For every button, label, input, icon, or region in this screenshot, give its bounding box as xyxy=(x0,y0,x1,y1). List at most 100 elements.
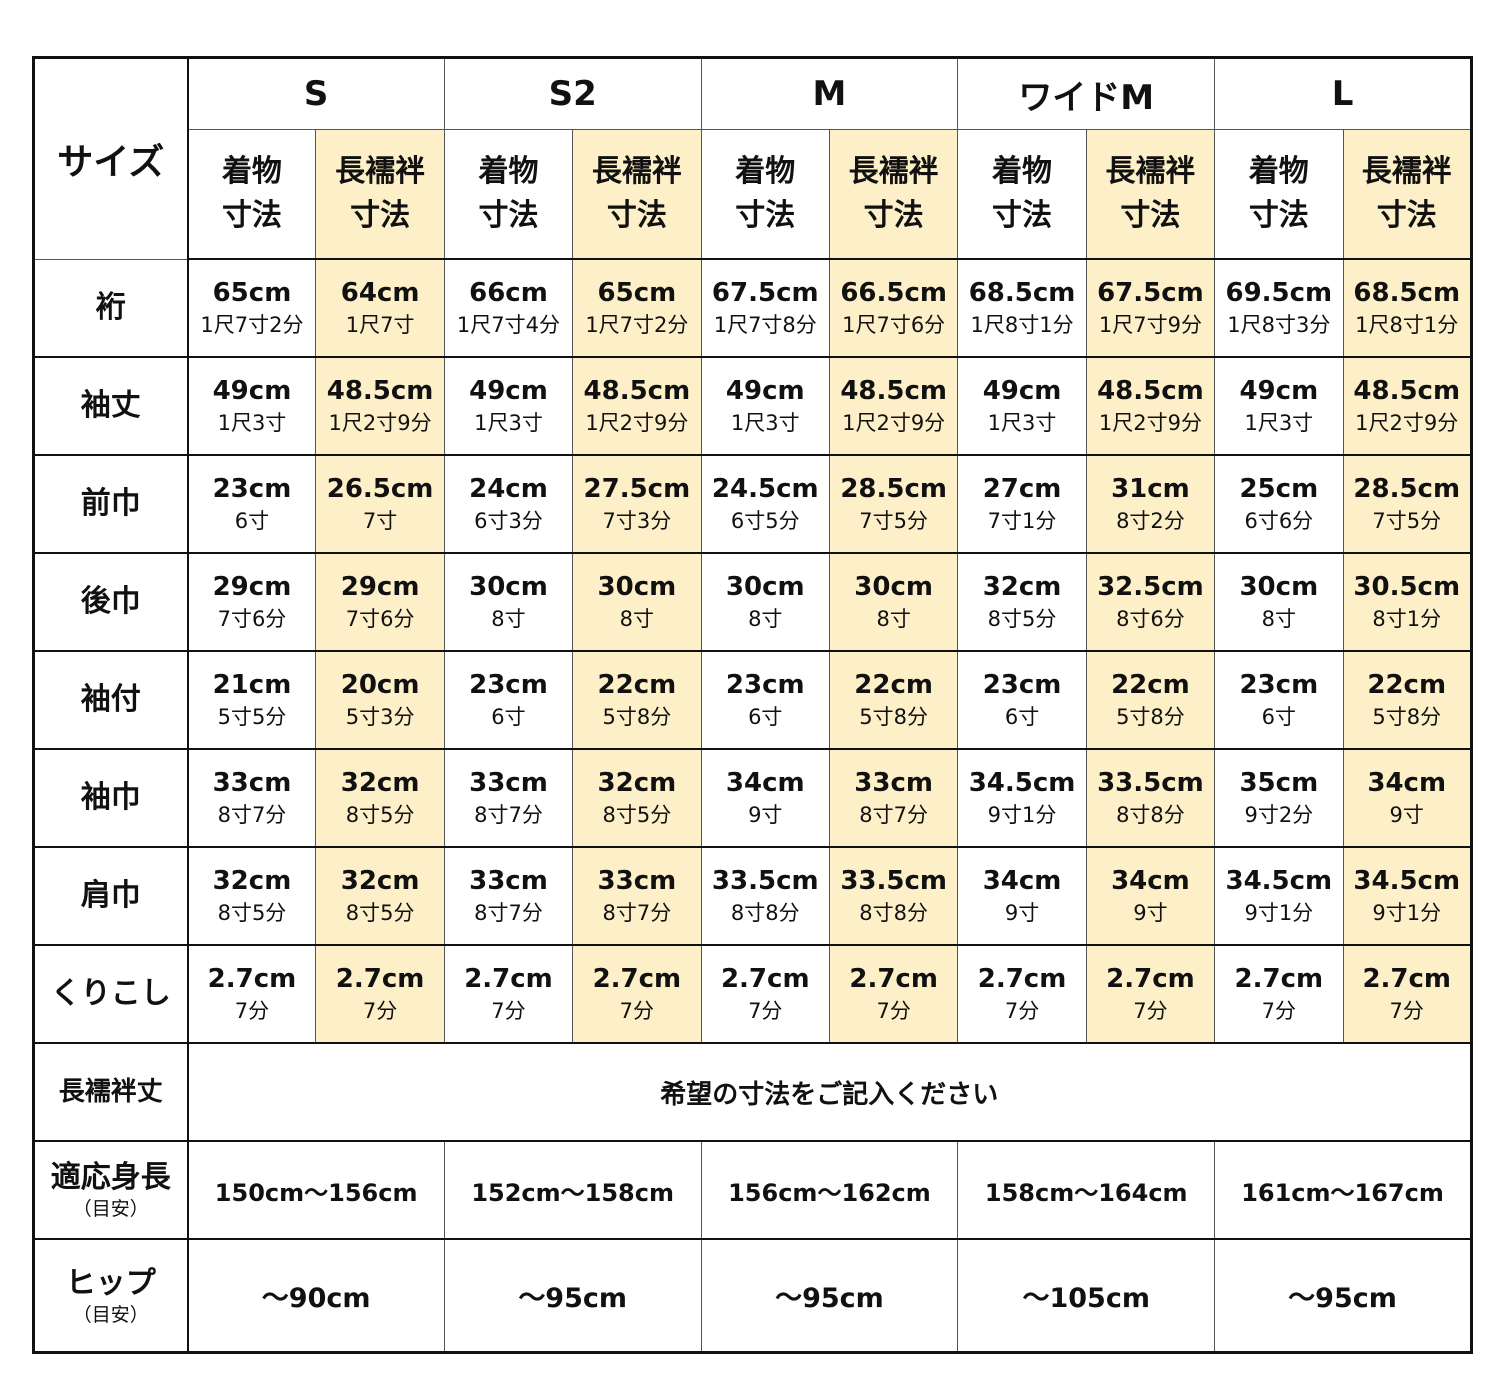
shaku-value: 7分 xyxy=(234,999,270,1023)
cm-value: 48.5cm xyxy=(583,376,691,406)
sub-header-text: 長襦袢 xyxy=(848,154,939,189)
shaku-value: 8寸 xyxy=(619,607,655,631)
cm-value: 20cm xyxy=(340,670,420,700)
measurement-cell: 66.5cm 1尺7寸6分 xyxy=(828,258,959,358)
size-header: ワイドM xyxy=(957,57,1216,130)
cm-value: 30cm xyxy=(854,572,933,602)
cm-value: 27cm xyxy=(982,474,1062,504)
hip-value: 〜95cm xyxy=(443,1238,702,1354)
shaku-value: 5寸5分 xyxy=(217,705,287,729)
measurement-cell: 34cm 9寸 xyxy=(1085,846,1216,946)
shaku-value: 1尺7寸6分 xyxy=(842,313,946,337)
cm-value: 32cm xyxy=(597,768,677,798)
shaku-value: 1尺2寸9分 xyxy=(328,411,432,435)
measurement-row: 袖付 21cm 5寸5分 20cm 5寸3分 23cm 6寸 22cm 5寸8分 23cm 6寸 22… xyxy=(33,650,1472,750)
measurement-cell: 67.5cm 1尺7寸9分 xyxy=(1085,258,1216,358)
sub-header-text: 寸法 xyxy=(606,198,667,233)
sub-header-text: 寸法 xyxy=(1120,198,1181,233)
measurement-cell: 22cm 5寸8分 xyxy=(1342,650,1472,750)
shaku-value: 6寸 xyxy=(234,509,270,533)
shaku-value: 8寸2分 xyxy=(1116,509,1185,533)
measurement-cell: 32cm 8寸5分 xyxy=(315,846,445,946)
shaku-value: 7寸5分 xyxy=(1372,509,1442,533)
shaku-value: 1尺7寸4分 xyxy=(456,313,561,337)
measurement-cell: 2.7cm 7分 xyxy=(957,944,1087,1044)
cm-value: 22cm xyxy=(1367,670,1447,700)
measurement-cell: 32cm 8寸5分 xyxy=(315,748,445,848)
shaku-value: 8寸5分 xyxy=(345,803,415,827)
shaku-value: 9寸1分 xyxy=(987,803,1057,827)
cm-value: 32cm xyxy=(340,866,420,896)
measurement-cell: 48.5cm 1尺2寸9分 xyxy=(1342,356,1472,456)
measurement-cell: 33.5cm 8寸8分 xyxy=(700,846,830,946)
shaku-value: 7寸 xyxy=(362,509,398,533)
row-label: 肩巾 xyxy=(33,846,189,946)
cm-value: 30cm xyxy=(597,572,677,602)
measurement-cell: 69.5cm 1尺8寸3分 xyxy=(1214,258,1344,358)
cm-value: 25cm xyxy=(1239,474,1319,504)
shaku-value: 1尺3寸 xyxy=(987,411,1057,435)
measurement-cell: 48.5cm 1尺2寸9分 xyxy=(572,356,702,456)
row-label: 後巾 xyxy=(33,552,189,652)
shaku-value: 1尺2寸9分 xyxy=(1355,411,1459,435)
measurement-cell: 20cm 5寸3分 xyxy=(315,650,445,750)
cm-value: 69.5cm xyxy=(1225,278,1333,308)
measurement-cell: 34.5cm 9寸1分 xyxy=(1214,846,1344,946)
measurement-cell: 30cm 8寸 xyxy=(572,552,702,652)
shaku-value: 7分 xyxy=(491,999,526,1023)
cm-value: 2.7cm xyxy=(592,964,682,994)
shaku-value: 1尺7寸 xyxy=(345,313,415,337)
shaku-value: 8寸 xyxy=(491,607,526,631)
shaku-value: 8寸5分 xyxy=(602,803,672,827)
cm-value: 33cm xyxy=(597,866,677,896)
cm-value: 64cm xyxy=(340,278,420,308)
measurement-cell: 66cm 1尺7寸4分 xyxy=(443,258,574,358)
measurement-row: 袖丈 49cm 1尺3寸 48.5cm 1尺2寸9分 49cm 1尺3寸 48.5cm 1尺2寸… xyxy=(33,356,1472,456)
measurement-cell: 2.7cm 7分 xyxy=(186,944,317,1044)
row-label-text: ヒップ xyxy=(65,1265,156,1301)
cm-value: 2.7cm xyxy=(977,964,1067,994)
cm-value: 32cm xyxy=(212,866,292,896)
shaku-value: 7寸1分 xyxy=(987,509,1057,533)
shaku-value: 8寸8分 xyxy=(730,901,800,925)
shaku-value: 8寸 xyxy=(876,607,911,631)
height-value: 158cm〜164cm xyxy=(957,1140,1216,1240)
cm-value: 48.5cm xyxy=(1097,376,1204,406)
measurement-cell: 23cm 6寸 xyxy=(700,650,830,750)
shaku-value: 8寸 xyxy=(1261,607,1296,631)
shaku-value: 7分 xyxy=(876,999,911,1023)
sub-header-text: 着物 xyxy=(221,154,282,189)
shaku-value: 6寸 xyxy=(491,705,526,729)
measurement-cell: 48.5cm 1尺2寸9分 xyxy=(828,356,959,456)
cm-value: 33.5cm xyxy=(1097,768,1204,798)
measurement-cell: 34cm 9寸 xyxy=(957,846,1087,946)
cm-value: 2.7cm xyxy=(1234,964,1324,994)
measurement-cell: 23cm 6寸 xyxy=(957,650,1087,750)
sub-header-text: 寸法 xyxy=(221,198,282,233)
size-header: M xyxy=(700,57,959,130)
cm-value: 49cm xyxy=(725,376,805,406)
cm-value: 28.5cm xyxy=(840,474,947,504)
row-label: 長襦袢丈 xyxy=(33,1042,189,1142)
shaku-value: 8寸 xyxy=(748,607,783,631)
measurement-cell: 29cm 7寸6分 xyxy=(186,552,317,652)
cm-value: 26.5cm xyxy=(326,474,434,504)
shaku-value: 5寸8分 xyxy=(859,705,929,729)
measurement-cell: 33cm 8寸7分 xyxy=(572,846,702,946)
cm-value: 33cm xyxy=(469,866,548,896)
height-value: 156cm〜162cm xyxy=(700,1140,959,1240)
shaku-value: 7寸5分 xyxy=(859,509,929,533)
sub-header-text: 着物 xyxy=(1248,154,1309,189)
row-label: 前巾 xyxy=(33,454,189,554)
shaku-value: 1尺3寸 xyxy=(217,411,287,435)
measurement-cell: 31cm 8寸2分 xyxy=(1085,454,1216,554)
cm-value: 34cm xyxy=(1111,866,1190,896)
shaku-value: 5寸3分 xyxy=(345,705,415,729)
measurement-cell: 22cm 5寸8分 xyxy=(828,650,959,750)
shaku-value: 1尺8寸3分 xyxy=(1227,313,1331,337)
cm-value: 34.5cm xyxy=(1225,866,1333,896)
shaku-value: 7分 xyxy=(362,999,398,1023)
sub-header-text: 寸法 xyxy=(350,198,411,233)
shaku-value: 5寸8分 xyxy=(1116,705,1185,729)
cm-value: 68.5cm xyxy=(1353,278,1461,308)
